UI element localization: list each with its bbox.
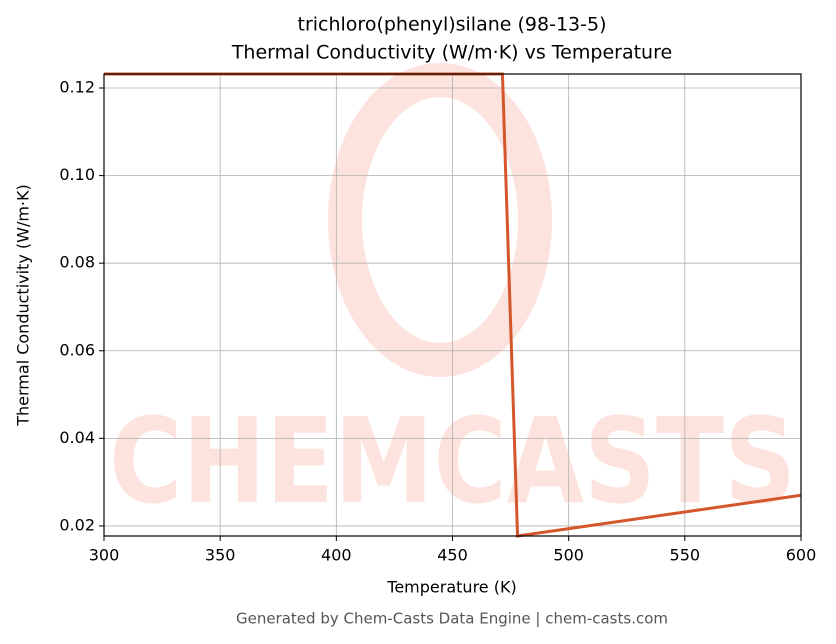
y-tick-label: 0.02 [59, 515, 95, 534]
x-tick-label: 400 [321, 546, 352, 565]
x-tick-label: 450 [437, 546, 468, 565]
y-tick-label: 0.12 [59, 78, 95, 97]
y-tick-label: 0.06 [59, 340, 95, 359]
y-tick-label: 0.08 [59, 253, 95, 272]
footer: Generated by Chem-Casts Data Engine | ch… [236, 610, 668, 628]
y-tick-label: 0.10 [59, 165, 95, 184]
y-tick-label: 0.04 [59, 428, 95, 447]
x-tick-label: 300 [89, 546, 120, 565]
watermark-logo [328, 63, 552, 377]
x-tick-label: 550 [670, 546, 701, 565]
chart-title: trichloro(phenyl)silane (98-13-5) [298, 14, 607, 36]
x-tick-label: 500 [553, 546, 584, 565]
x-tick-label: 350 [205, 546, 236, 565]
plot-frame [103, 73, 802, 537]
x-axis-label: Temperature (K) [386, 578, 516, 597]
x-tick-label: 600 [786, 546, 817, 565]
y-axis-label: Thermal Conductivity (W/m·K) [14, 184, 33, 427]
chart-subtitle: Thermal Conductivity (W/m·K) vs Temperat… [231, 42, 672, 64]
